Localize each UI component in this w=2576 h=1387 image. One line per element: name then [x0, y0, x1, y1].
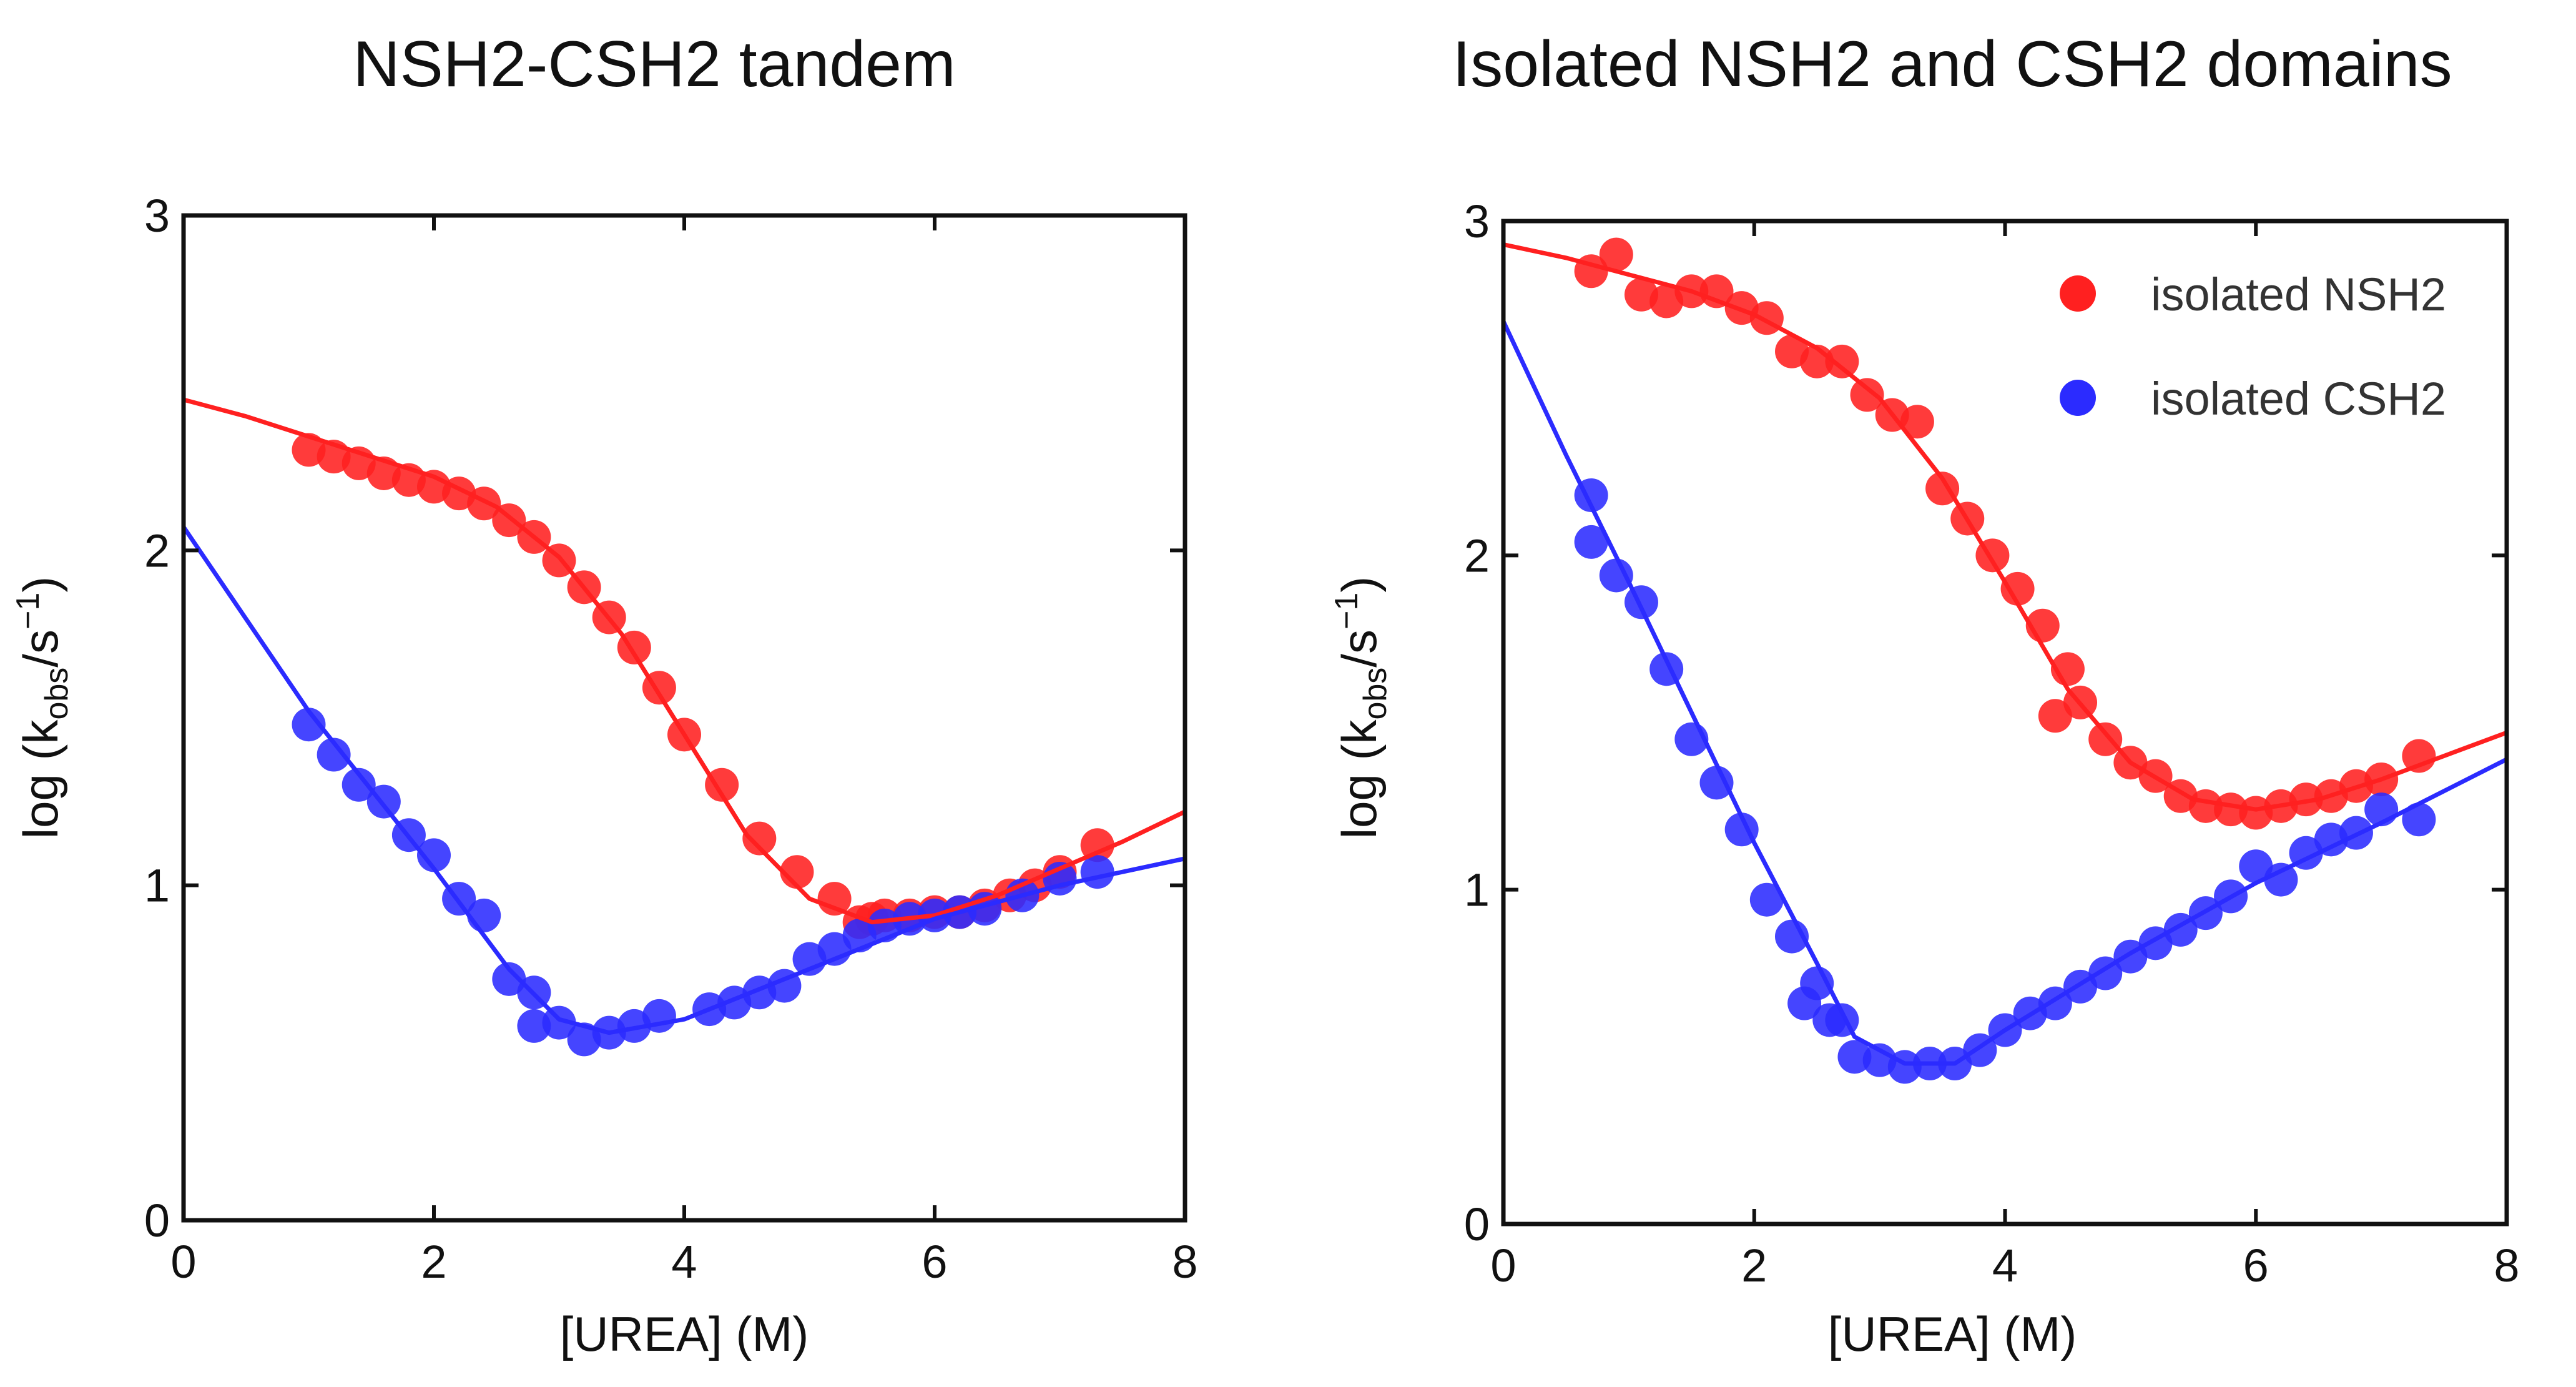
legend-marker-isolated-csh2 [2060, 380, 2096, 416]
chart1-series1-fit-line [1501, 319, 2509, 1066]
legend-label-isolated-nsh2: isolated NSH2 [2151, 269, 2446, 320]
chart1-series1-point-1 [1574, 525, 1608, 559]
chart1-xtick-label-0: 0 [1490, 1240, 1516, 1291]
legend-label-isolated-csh2: isolated CSH2 [2151, 373, 2446, 425]
chart1-series0-point-11 [1850, 378, 1884, 412]
chart-isolated-ylabel: log (kobs/s−1) [1329, 576, 1394, 839]
chart1-series1-point-6 [1699, 766, 1734, 800]
chart0-ytick-label-1: 1 [144, 860, 170, 912]
chart1-series0-point-14 [1925, 471, 1960, 506]
chart0-xtick-label-3: 6 [922, 1236, 947, 1288]
chart1-series1-point-36 [2402, 802, 2436, 837]
chart0-series1-point-11 [542, 1005, 576, 1040]
chart-isolated-plot: 0 2 4 6 8 0 1 2 3 [1464, 195, 2520, 1291]
chart-tandem-ylabel: log (kobs/s−1) [10, 576, 75, 839]
chart1-series1-point-11 [1800, 966, 1834, 1000]
chart0-series1-point-1 [317, 738, 351, 772]
chart1-xtick-label-3: 6 [2243, 1240, 2269, 1291]
chart1-series0-point-22 [2088, 722, 2123, 756]
chart0-series1-point-7 [467, 898, 501, 932]
chart1-xtick-label-4: 8 [2494, 1240, 2519, 1291]
chart-isolated-xlabel: [UREA] (M) [1828, 1306, 2077, 1361]
chart0-ytick-label-0: 0 [144, 1195, 170, 1246]
chart0-xtick-label-2: 4 [671, 1236, 697, 1288]
chart0-xtick-label-0: 0 [170, 1236, 196, 1288]
chart-isolated-title: Isolated NSH2 and CSH2 domains [1452, 28, 2452, 101]
chart-isolated-legend: isolated NSH2 isolated CSH2 [2060, 269, 2446, 425]
chart1-xtick-label-1: 2 [1741, 1240, 1767, 1291]
legend-marker-isolated-nsh2 [2060, 275, 2096, 312]
chart1-series0-point-1 [1599, 237, 1633, 272]
chart1-series0-point-27 [2214, 792, 2248, 827]
chart-tandem: NSH2-CSH2 tandem [UREA] (M) log (kobs/s−… [10, 28, 1198, 1361]
chart0-series0-point-30 [1080, 828, 1114, 862]
chart1-series0-fit-line [1501, 242, 2509, 812]
chart0-series1-point-2 [342, 768, 376, 802]
chart1-series1-point-14 [1837, 1040, 1872, 1074]
chart1-xtick-label-2: 4 [1992, 1240, 2018, 1291]
chart1-series1-point-2 [1599, 558, 1633, 593]
chart0-series1-point-5 [417, 838, 451, 872]
chart1-ytick-label-1: 1 [1464, 864, 1490, 916]
chart-tandem-plot: 0 2 4 6 8 0 1 2 3 [144, 190, 1198, 1288]
chart0-ytick-label-3: 3 [144, 190, 170, 242]
chart0-series1-point-30 [1080, 855, 1114, 889]
chart1-series1-point-3 [1624, 585, 1658, 619]
chart-tandem-title: NSH2-CSH2 tandem [353, 28, 955, 101]
chart1-series0-point-17 [2000, 571, 2035, 606]
chart0-series0-fit-line [181, 397, 1187, 925]
chart0-series1-fit-line [181, 525, 1187, 1035]
chart-tandem-xlabel: [UREA] (M) [560, 1306, 809, 1361]
chart0-ytick-label-2: 2 [144, 525, 170, 576]
chart1-series0-point-26 [2188, 789, 2223, 823]
chart1-ytick-label-3: 3 [1464, 195, 1490, 247]
chart1-ytick-label-0: 0 [1464, 1198, 1490, 1250]
chart1-series0-point-10 [1825, 344, 1859, 378]
chart0-series0-point-16 [705, 768, 739, 802]
chart0-xtick-label-1: 2 [421, 1236, 446, 1288]
chart0-series1-point-0 [292, 708, 326, 742]
chart-isolated: Isolated NSH2 and CSH2 domains [UREA] (M… [1329, 28, 2520, 1361]
chart0-series1-point-8 [492, 962, 526, 996]
chart1-series0-point-20 [2038, 699, 2072, 733]
chart1-series0-point-13 [1900, 405, 1934, 439]
chart1-series1-point-31 [2264, 862, 2298, 897]
chart0-series1-point-10 [517, 1009, 551, 1043]
chart1-series1-point-8 [1749, 882, 1784, 917]
chart1-series1-point-30 [2239, 849, 2273, 884]
chart0-series0-point-17 [742, 821, 777, 856]
chart1-ytick-label-2: 2 [1464, 530, 1490, 581]
chart0-xtick-label-4: 8 [1172, 1236, 1197, 1288]
